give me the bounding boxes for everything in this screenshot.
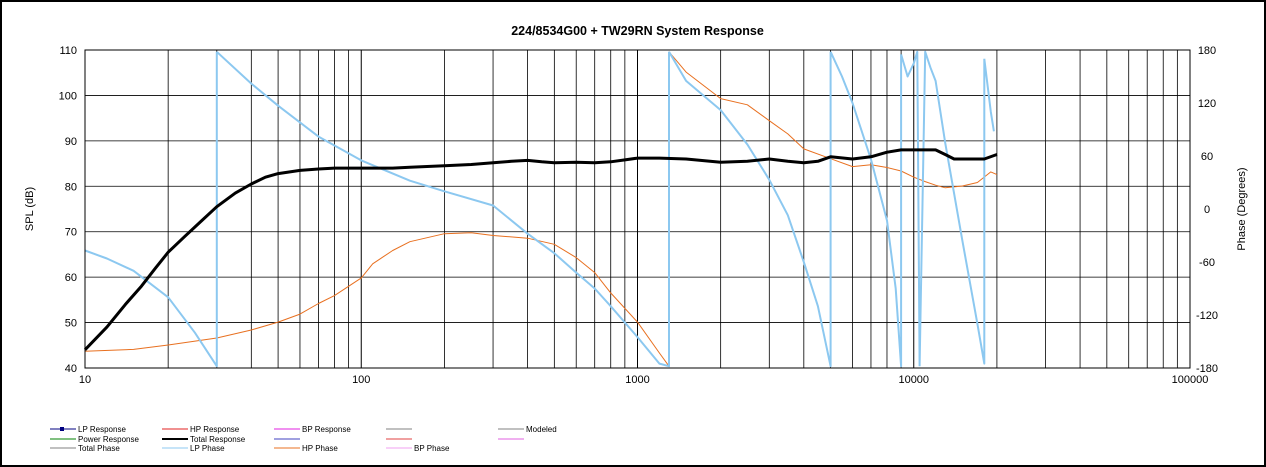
legend-marker <box>60 427 64 431</box>
y-tick-label: 80 <box>65 181 77 193</box>
legend-label: HP Response <box>190 425 240 434</box>
y-tick-label: 100 <box>59 90 77 102</box>
series-lp-phase <box>84 50 995 368</box>
y-tick-label: 50 <box>65 318 77 330</box>
y-tick-label: 70 <box>65 227 77 239</box>
legend-label: HP Phase <box>302 444 338 453</box>
y-tick-label: 90 <box>65 136 77 148</box>
legend-label: BP Response <box>302 425 351 434</box>
series-hp-phase <box>84 51 998 367</box>
y-tick-label: 40 <box>65 363 77 375</box>
legend-label: LP Phase <box>190 444 225 453</box>
series-lines <box>83 50 998 368</box>
chart-title: 224/8534G00 + TW29RN System Response <box>511 24 764 38</box>
legend-label: Power Response <box>78 435 139 444</box>
x-tick-label: 1000 <box>625 374 649 386</box>
tick-labels: 10 100 1000 10000 100000 40 50 60 70 80 90 100 110 -1… <box>59 45 1218 386</box>
legend-label: BP Phase <box>414 444 450 453</box>
y-tick-label: 110 <box>59 45 77 57</box>
legend-label: Total Phase <box>78 444 120 453</box>
y2-tick-label: 120 <box>1198 98 1216 110</box>
y2-tick-label: -60 <box>1199 257 1215 269</box>
y2-tick-label: 0 <box>1204 204 1210 216</box>
legend: LP Response HP Response BP Response Modeled… <box>50 425 557 453</box>
y-tick-label: 60 <box>65 272 77 284</box>
y2-tick-label: 180 <box>1198 45 1216 57</box>
legend-label: LP Response <box>78 425 126 434</box>
grid <box>85 49 1190 369</box>
y2-axis-label: Phase (Degrees) <box>1236 167 1248 250</box>
y2-tick-label: -120 <box>1196 310 1218 322</box>
legend-label: Modeled <box>526 425 557 434</box>
series-total-response <box>83 148 998 351</box>
x-tick-label: 10000 <box>898 374 929 386</box>
x-tick-label: 100 <box>352 374 370 386</box>
y-axis-label: SPL (dB) <box>24 187 36 231</box>
y2-tick-label: -180 <box>1196 363 1218 375</box>
y2-tick-label: 60 <box>1201 151 1213 163</box>
plot-border <box>84 49 1191 369</box>
x-tick-label: 10 <box>79 374 91 386</box>
x-tick-label: 100000 <box>1172 374 1209 386</box>
legend-label: Total Response <box>190 435 246 444</box>
